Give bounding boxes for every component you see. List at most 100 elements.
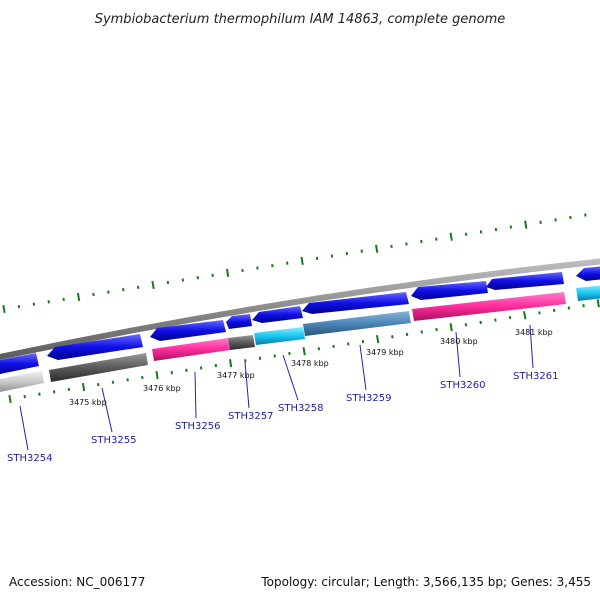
major-tick — [300, 256, 304, 265]
minor-tick — [47, 300, 50, 304]
minor-tick — [107, 290, 110, 294]
map-title: Symbiobacterium thermophilum IAM 14863, … — [95, 12, 506, 27]
minor-tick — [67, 387, 71, 392]
minor-tick — [136, 285, 140, 289]
minor-tick — [256, 266, 259, 270]
minor-tick — [360, 249, 363, 253]
minor-tick — [509, 225, 513, 229]
major-tick — [523, 311, 527, 320]
gene-bar-reverse — [49, 353, 148, 382]
minor-tick — [494, 318, 497, 322]
major-tick — [155, 370, 159, 380]
kbp-label: 3480 kbp — [440, 337, 478, 346]
minor-tick — [539, 220, 542, 224]
minor-tick — [170, 371, 173, 375]
topology-summary: Topology: circular; Length: 3,566,135 bp… — [260, 575, 591, 589]
leader-line — [19, 405, 29, 451]
major-tick — [76, 292, 81, 302]
gene-bar-reverse — [412, 292, 566, 321]
gene-arrow-forward — [252, 306, 303, 323]
minor-tick — [405, 242, 408, 246]
minor-tick — [126, 378, 129, 382]
kbp-label: 3479 kbp — [366, 348, 404, 357]
accession-label: Accession: NC_006177 — [9, 575, 145, 589]
gene-arrow-forward — [302, 292, 409, 314]
major-tick — [229, 359, 233, 368]
major-tick — [375, 244, 379, 253]
gene-label: STH3256 — [175, 421, 220, 432]
minor-tick — [567, 306, 571, 310]
gene-label: STH3260 — [440, 380, 485, 391]
gene-label: STH3257 — [228, 411, 273, 422]
minor-tick — [271, 264, 274, 268]
gene-arrow-forward — [411, 281, 488, 300]
kbp-label: 3475 kbp — [69, 398, 107, 407]
minor-tick — [554, 218, 557, 222]
major-tick — [376, 335, 380, 344]
leader-line — [244, 361, 250, 409]
minor-tick — [111, 380, 115, 384]
gene-bar-reverse — [152, 338, 230, 361]
major-tick — [2, 304, 6, 314]
minor-tick — [405, 332, 409, 337]
minor-tick — [315, 256, 319, 261]
genome-backbone — [0, 258, 600, 360]
minor-tick — [479, 320, 482, 325]
kbp-label: 3478 kbp — [291, 359, 329, 368]
gene-bar-reverse — [303, 311, 411, 336]
minor-tick — [345, 251, 349, 256]
gene-label: STH3261 — [513, 371, 558, 382]
minor-tick — [347, 342, 350, 346]
major-tick — [226, 268, 230, 277]
minor-tick — [273, 354, 276, 358]
gene-arrow-forward — [226, 314, 252, 329]
minor-tick — [317, 347, 321, 351]
inner-tick-ring — [8, 299, 600, 404]
minor-tick — [166, 280, 170, 285]
minor-tick — [332, 344, 335, 348]
minor-tick — [538, 311, 541, 315]
minor-tick — [32, 302, 36, 306]
minor-tick — [391, 335, 394, 339]
minor-tick — [494, 227, 498, 232]
gene-arrow-forward — [0, 353, 39, 374]
minor-tick — [420, 330, 423, 334]
gene-label: STH3259 — [346, 393, 391, 404]
major-tick — [449, 323, 453, 332]
minor-tick — [181, 278, 185, 282]
minor-tick — [185, 368, 188, 372]
leader-line — [194, 371, 197, 419]
minor-tick — [390, 244, 393, 248]
gene-label: STH3254 — [7, 453, 52, 464]
gene-name-labels: STH3254 STH3255 STH3256 STH3257 STH3258 … — [7, 371, 558, 464]
leader-line — [101, 387, 113, 433]
minor-tick — [508, 316, 512, 320]
minor-tick — [330, 254, 334, 258]
kbp-label: 3476 kbp — [143, 384, 181, 393]
minor-tick — [552, 308, 556, 313]
major-tick — [8, 394, 12, 404]
reverse-strand-genes — [0, 285, 600, 392]
forward-strand-genes — [0, 266, 600, 374]
gene-bar-reverse — [254, 327, 305, 345]
major-tick — [151, 280, 155, 290]
minor-tick — [97, 383, 100, 387]
gene-bar-reverse — [0, 371, 44, 392]
minor-tick — [582, 304, 585, 308]
minor-tick — [420, 239, 423, 244]
minor-tick — [361, 339, 365, 344]
minor-tick — [258, 356, 262, 360]
minor-tick — [62, 297, 65, 301]
kbp-scale-labels: 3475 kbp 3476 kbp 3477 kbp 3478 kbp 3479… — [69, 328, 553, 407]
gene-arrow-forward — [150, 320, 226, 341]
gene-label: STH3255 — [91, 435, 136, 446]
leader-line — [359, 344, 367, 391]
gene-arrow-forward — [47, 334, 143, 360]
leader-line — [455, 331, 461, 378]
minor-tick — [569, 215, 572, 220]
gene-leader-lines — [19, 324, 534, 451]
minor-tick — [38, 392, 41, 396]
minor-tick — [196, 276, 199, 280]
minor-tick — [286, 261, 289, 265]
